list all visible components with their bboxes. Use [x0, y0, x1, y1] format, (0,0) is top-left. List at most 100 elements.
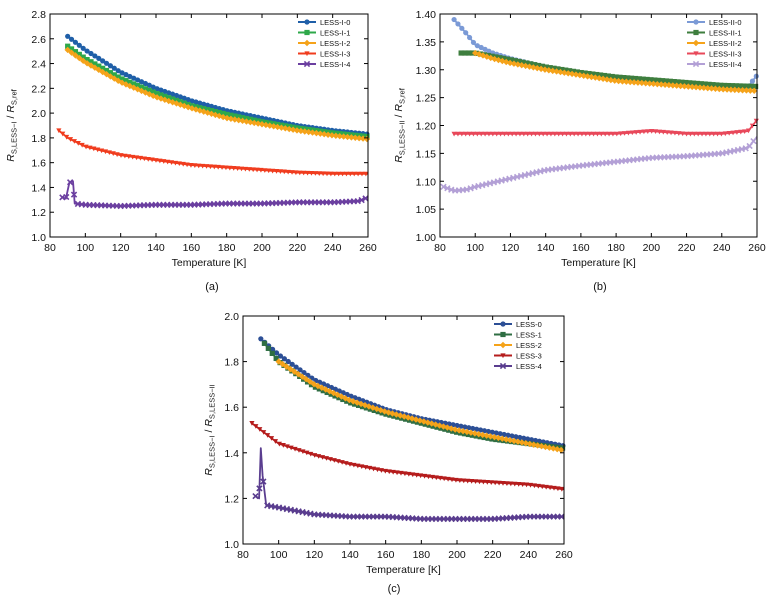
data-point [65, 33, 71, 39]
plot-frame [242, 315, 565, 545]
data-point [449, 477, 455, 483]
data-point [351, 171, 357, 177]
data-point [135, 77, 141, 83]
data-point [270, 168, 276, 174]
legend-label: LESS-I-3 [320, 49, 350, 58]
data-point [87, 62, 95, 69]
data-point [735, 86, 742, 94]
data-point [677, 82, 684, 90]
data-point [497, 55, 503, 61]
data-point [525, 131, 531, 137]
x-tick-label: 140 [147, 242, 165, 254]
data-point [650, 80, 657, 88]
data-point [123, 72, 129, 78]
data-point [382, 468, 388, 474]
data-point [98, 148, 105, 154]
data-point [466, 425, 472, 431]
data-point [324, 131, 332, 138]
data-point [559, 445, 566, 451]
data-point [706, 81, 712, 87]
data-point [524, 60, 530, 66]
y-tick-label: 1.05 [416, 204, 437, 216]
data-point [395, 414, 401, 420]
data-point [72, 49, 79, 55]
data-point [406, 417, 413, 423]
data-point [602, 131, 608, 137]
data-point [277, 353, 284, 359]
data-point [127, 79, 133, 85]
data-point [470, 425, 476, 432]
data-point [694, 80, 701, 87]
data-point [565, 70, 572, 77]
data-point [122, 153, 128, 159]
data-point [300, 449, 306, 455]
data-point [702, 81, 708, 87]
data-point [625, 130, 632, 136]
data-point [750, 137, 757, 145]
data-point [688, 83, 696, 91]
data-point [299, 373, 306, 380]
data-point [753, 118, 759, 124]
data-point [324, 171, 330, 177]
data-point [549, 67, 556, 75]
data-point [158, 92, 164, 98]
data-point [211, 164, 217, 170]
data-point [737, 83, 743, 89]
data-point [664, 130, 670, 135]
data-point [696, 84, 704, 91]
data-point [386, 469, 392, 475]
data-point [250, 167, 256, 173]
data-point [727, 86, 735, 93]
data-point [469, 478, 475, 484]
data-point [692, 84, 700, 91]
data-point [285, 169, 291, 175]
data-point [486, 48, 492, 54]
data-point [501, 131, 508, 137]
data-point [96, 55, 102, 62]
data-point [324, 389, 330, 396]
data-point [687, 131, 694, 137]
y-tick-label: 1.20 [416, 121, 437, 133]
data-point [106, 150, 112, 156]
legend-marker [500, 353, 506, 359]
y-tick-label: 1.35 [416, 37, 437, 49]
data-point [414, 419, 421, 425]
data-point [668, 130, 674, 136]
data-point [466, 131, 473, 137]
data-point [596, 75, 603, 82]
data-point [559, 131, 566, 137]
y-tick-label: 1.2 [31, 207, 46, 219]
data-point [506, 59, 514, 67]
data-point [695, 131, 701, 137]
data-point [258, 167, 264, 173]
data-point [528, 131, 535, 137]
data-point [312, 453, 318, 458]
series-LESS-II-1 [458, 50, 759, 90]
data-point [256, 485, 263, 492]
y-tick-label: 1.0 [224, 539, 239, 551]
data-point [277, 169, 283, 174]
data-point [552, 131, 558, 137]
data-point [509, 131, 515, 137]
legend-label: LESS-II-2 [709, 39, 742, 48]
panel-b: 80 100 120 140 160 180 200 220 240 260 1.00 1.05 1.1… [393, 9, 766, 269]
data-point [672, 130, 678, 136]
data-point [362, 195, 369, 202]
data-point [455, 21, 461, 27]
data-point [289, 170, 295, 175]
data-point [484, 479, 490, 485]
data-point [332, 171, 338, 177]
data-point [265, 433, 271, 438]
legend-label: LESS-1 [516, 330, 542, 339]
data-point [84, 56, 90, 63]
data-point [627, 78, 634, 86]
data-point [714, 82, 720, 88]
legend-label: LESS-II-3 [709, 49, 742, 58]
data-point [95, 147, 101, 153]
data-point [584, 73, 591, 80]
data-point [231, 166, 237, 171]
data-point [489, 436, 495, 442]
data-point [739, 87, 746, 94]
data-point [546, 444, 553, 451]
data-point [731, 86, 739, 94]
